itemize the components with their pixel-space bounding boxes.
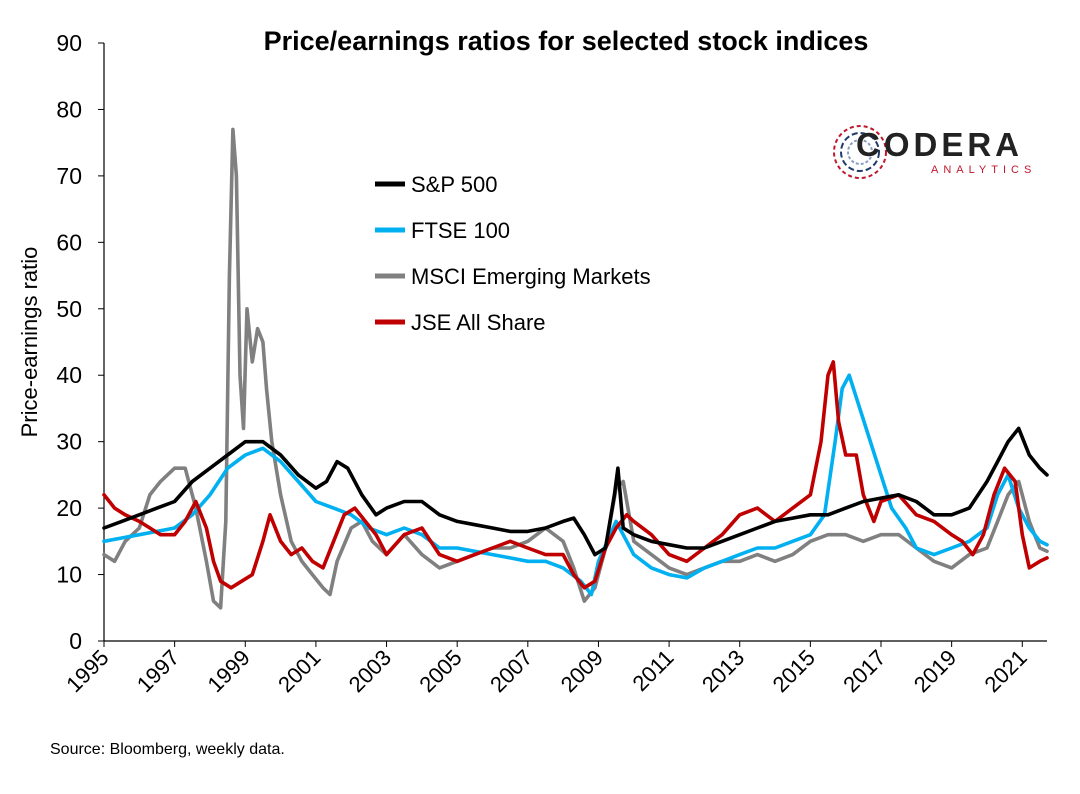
x-tick-label: 2003 bbox=[344, 645, 396, 697]
series-line-jse-all-share bbox=[102, 360, 1049, 590]
x-tick-label: 2019 bbox=[909, 645, 961, 697]
y-tick-label: 90 bbox=[56, 30, 82, 56]
series-lines bbox=[102, 127, 1049, 610]
series-line-ftse-100 bbox=[102, 373, 1049, 597]
y-tick-label: 40 bbox=[56, 362, 82, 388]
x-tick-label: 2007 bbox=[485, 645, 537, 697]
chart-title: Price/earnings ratios for selected stock… bbox=[264, 26, 869, 56]
codera-logo: CODERA ANALYTICS bbox=[833, 122, 1046, 182]
series-line-s-p-500 bbox=[102, 426, 1049, 557]
y-tick-label: 30 bbox=[56, 429, 82, 455]
x-tick-label: 2017 bbox=[838, 645, 890, 697]
y-tick-label: 50 bbox=[56, 296, 82, 322]
legend-entry: MSCI Emerging Markets bbox=[411, 264, 651, 289]
legend-entry: JSE All Share bbox=[411, 310, 546, 335]
logo-wordmark: CODERA bbox=[856, 126, 1024, 163]
x-tick-label: 2009 bbox=[556, 645, 608, 697]
y-tick-label: 70 bbox=[56, 163, 82, 189]
x-tick-label: 2005 bbox=[414, 645, 466, 697]
x-tick-label: 2015 bbox=[768, 645, 820, 697]
legend-entry: FTSE 100 bbox=[411, 218, 510, 243]
x-tick-label: 2001 bbox=[273, 645, 325, 697]
x-tick-label: 2021 bbox=[980, 645, 1032, 697]
source-note: Source: Bloomberg, weekly data. bbox=[50, 741, 285, 758]
y-tick-label: 0 bbox=[69, 628, 82, 654]
y-axis-label: Price-earnings ratio bbox=[17, 247, 42, 438]
x-tick-label: 1999 bbox=[203, 645, 255, 697]
legend-entry: S&P 500 bbox=[411, 172, 497, 197]
x-tick-label: 2011 bbox=[627, 645, 678, 696]
logo-subtitle: ANALYTICS bbox=[931, 164, 1037, 176]
x-tick-label: 1997 bbox=[132, 645, 184, 697]
legend: S&P 500 FTSE 100 MSCI Emerging Markets JSE … bbox=[375, 172, 651, 335]
y-tick-label: 80 bbox=[56, 96, 82, 122]
y-tick-label: 10 bbox=[56, 562, 82, 588]
series-line-msci-emerging-markets bbox=[102, 127, 1049, 610]
x-tick-label: 2013 bbox=[697, 645, 749, 697]
codera-logo-mark-icon bbox=[833, 125, 887, 179]
y-tick-label: 60 bbox=[56, 229, 82, 255]
y-tick-label: 20 bbox=[56, 495, 82, 521]
